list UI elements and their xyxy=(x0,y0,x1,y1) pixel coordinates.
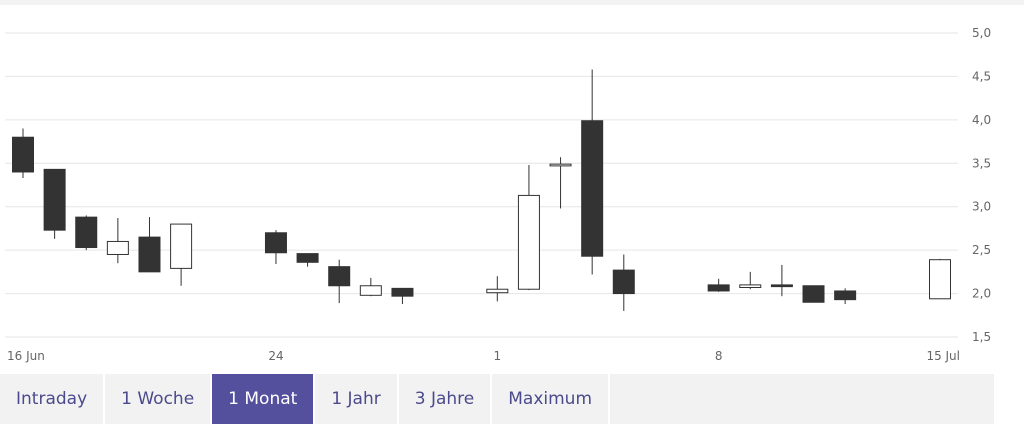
candle-body-up xyxy=(517,194,540,290)
candlestick-chart: 1,5 2,0 2,5 3,0 3,5 4,0 4,5 5,0 16 Jun 24 1 8 15 Ju… xyxy=(5,26,991,363)
y-tick-label: 3,5 xyxy=(972,156,991,170)
candle-body-up xyxy=(170,223,193,269)
x-tick-label: 24 xyxy=(268,349,283,363)
candle-body-down xyxy=(581,120,604,257)
candle-body-down xyxy=(707,284,730,292)
tab-1-woche[interactable]: 1 Woche xyxy=(105,374,213,424)
grid-lines xyxy=(5,32,958,338)
tab-1-jahr[interactable]: 1 Jahr xyxy=(315,374,399,424)
candle-body-down xyxy=(75,216,98,249)
candle-body-down xyxy=(12,136,34,173)
price-chart: 1,5 2,0 2,5 3,0 3,5 4,0 4,5 5,0 16 Jun 24 1 8 15 Ju… xyxy=(0,5,1024,365)
y-tick-label: 3,0 xyxy=(972,200,991,214)
candle-body-down xyxy=(612,269,635,295)
candle-body-down xyxy=(770,284,793,288)
candle-body-up xyxy=(106,240,129,255)
y-tick-label: 2,5 xyxy=(972,243,991,257)
top-strip xyxy=(0,0,1024,5)
candle-body-up xyxy=(549,163,572,167)
candles xyxy=(12,69,951,311)
candle-body-up xyxy=(739,284,762,288)
range-tabs: Intraday 1 Woche 1 Monat 1 Jahr 3 Jahre … xyxy=(0,374,994,424)
candle-body-up xyxy=(359,285,382,296)
tab-maximum[interactable]: Maximum xyxy=(492,374,610,424)
tab-3-jahre[interactable]: 3 Jahre xyxy=(398,374,493,424)
tab-intraday[interactable]: Intraday xyxy=(0,374,106,424)
tabs-filler xyxy=(610,374,994,424)
candle-body-down xyxy=(802,285,825,303)
candle-body-down xyxy=(43,168,66,231)
x-tick-label: 16 Jun xyxy=(7,349,45,363)
x-tick-label: 1 xyxy=(493,349,501,363)
tab-1-monat[interactable]: 1 Monat xyxy=(212,374,316,424)
candle-body-down xyxy=(834,290,857,301)
candle-body-down xyxy=(138,236,161,273)
candle-body-down xyxy=(296,253,319,263)
y-tick-label: 4,5 xyxy=(972,69,991,83)
candle-body-down xyxy=(264,232,287,254)
x-tick-label: 8 xyxy=(715,349,723,363)
candle-body-down xyxy=(328,266,351,287)
x-axis: 16 Jun 24 1 8 15 Jul xyxy=(7,349,960,363)
y-axis: 1,5 2,0 2,5 3,0 3,5 4,0 4,5 5,0 xyxy=(972,26,991,344)
y-tick-label: 1,5 xyxy=(972,330,991,344)
y-tick-label: 2,0 xyxy=(972,287,991,301)
candle-body-down xyxy=(391,287,414,297)
y-tick-label: 4,0 xyxy=(972,113,991,127)
y-tick-label: 5,0 xyxy=(972,26,991,40)
candle-body-up xyxy=(486,288,509,294)
x-tick-label: 15 Jul xyxy=(926,349,960,363)
candle-body-up xyxy=(929,259,951,300)
